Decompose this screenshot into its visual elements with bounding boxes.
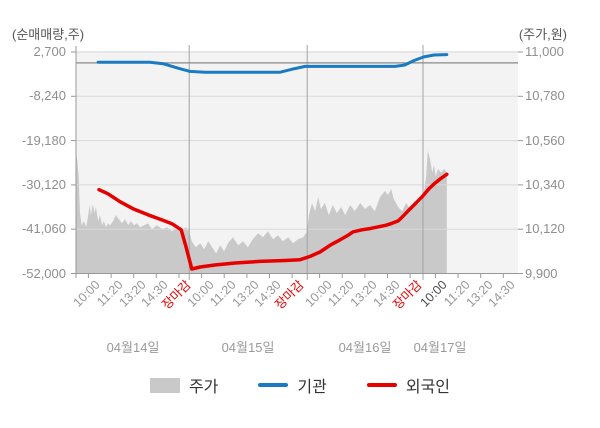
day-label: 04월17일 xyxy=(413,340,467,355)
institution-line-swatch xyxy=(258,383,289,387)
right-tick-label: 10,560 xyxy=(525,133,565,148)
right-tick-label: 10,780 xyxy=(525,88,565,103)
legend-label-price: 주가 xyxy=(188,379,219,396)
foreigner-line xyxy=(97,172,449,271)
left-tick-label: -19,180 xyxy=(21,133,66,148)
left-tick-label: -41,060 xyxy=(21,221,66,236)
legend: 주가 기관 외국인 xyxy=(0,373,600,397)
legend-item-institution: 기관 xyxy=(258,373,327,397)
day-label: 04월16일 xyxy=(338,340,392,355)
foreigner-line-swatch xyxy=(366,383,397,387)
legend-item-price: 주가 xyxy=(149,373,219,397)
left-axis-title: (순매매량,주) xyxy=(12,27,85,42)
right-axis-title: (주가,원) xyxy=(518,27,567,42)
price-area-swatch xyxy=(149,377,180,393)
left-tick-label: 2,700 xyxy=(33,44,66,59)
day-label: 04월15일 xyxy=(221,340,275,355)
right-tick-label: 10,340 xyxy=(525,177,565,192)
day-label: 04월14일 xyxy=(106,340,160,355)
left-tick-label: -30,120 xyxy=(21,177,66,192)
legend-item-foreigner: 외국인 xyxy=(366,373,451,397)
right-tick-label: 11,000 xyxy=(525,44,564,59)
legend-label-institution: 기관 xyxy=(297,379,327,396)
left-tick-label: -8,240 xyxy=(29,88,66,103)
right-tick-label: 10,120 xyxy=(525,221,565,236)
right-tick-label: 9,900 xyxy=(525,266,558,281)
legend-label-foreigner: 외국인 xyxy=(405,379,451,396)
institution-line xyxy=(96,53,449,74)
left-tick-label: -52,000 xyxy=(21,266,66,281)
price-area xyxy=(76,150,447,274)
